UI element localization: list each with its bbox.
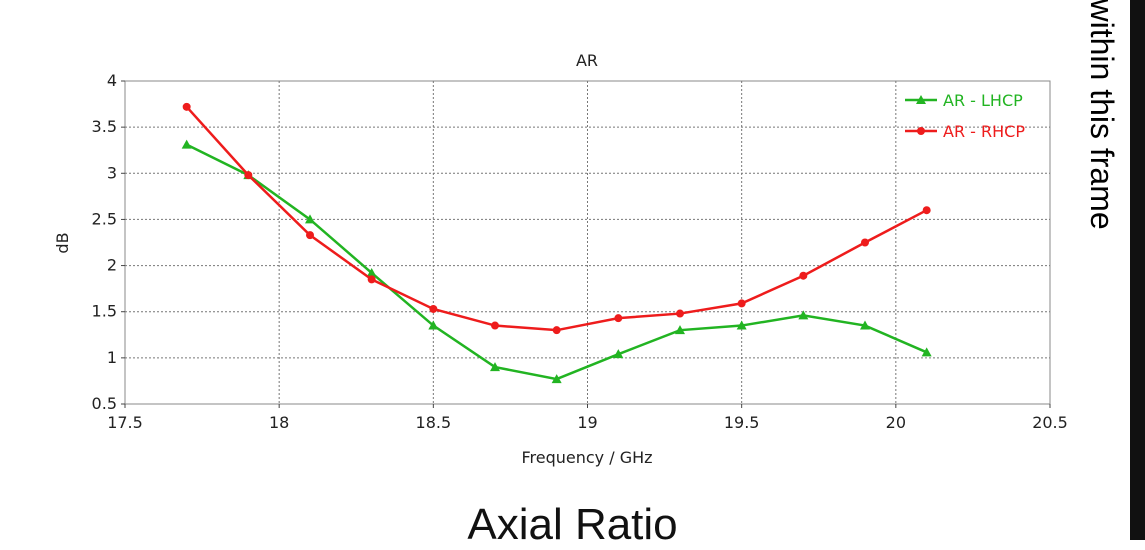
y-tick-label: 2 — [107, 256, 117, 275]
x-tick-label: 18 — [269, 413, 289, 432]
y-tick-label: 0.5 — [92, 394, 117, 413]
data-point-1 — [675, 325, 685, 335]
data-point-1 — [860, 320, 870, 330]
x-tick-label: 20 — [886, 413, 906, 432]
data-point-1 — [736, 320, 747, 330]
x-tick-label: 18.5 — [416, 413, 452, 432]
data-point-1 — [921, 347, 932, 357]
data-point-1 — [490, 362, 500, 372]
x-tick-label: 20.5 — [1032, 413, 1068, 432]
axial-ratio-chart: AR 17.5 18 18.5 19 19.5 20 20.5 0.5 1 1.5 2 2.5 3 3.5… — [53, 51, 1068, 467]
data-point-2 — [429, 304, 438, 313]
ticks: 17.5 18 18.5 19 19.5 20 20.5 0.5 1 1.5 2 2.5 3 3.5 4 — [92, 71, 1068, 432]
x-tick-label: 17.5 — [107, 413, 143, 432]
data-point-2 — [491, 321, 499, 330]
data-point-2 — [552, 326, 561, 335]
data-point-2 — [614, 314, 623, 323]
data-point-2 — [244, 171, 253, 180]
y-tick-label: 1 — [107, 348, 117, 367]
legend-marker-1 — [916, 95, 926, 104]
data-point-2 — [922, 206, 931, 215]
y-axis-label: dB — [53, 232, 72, 253]
data-point-2 — [737, 299, 746, 308]
data-point-2 — [861, 238, 869, 247]
data-point-1 — [613, 349, 624, 359]
data-point-2 — [799, 271, 808, 280]
data-point-2 — [306, 231, 314, 240]
legend: AR - LHCP AR - RHCP — [905, 91, 1025, 141]
y-tick-label: 3.5 — [92, 117, 117, 136]
data-point-1 — [305, 214, 315, 224]
y-tick-label: 4 — [107, 71, 117, 90]
data-point-2 — [367, 275, 376, 284]
data-point-1 — [798, 310, 809, 320]
data-point-1 — [181, 139, 192, 149]
data-point-2 — [676, 309, 684, 318]
series — [181, 102, 932, 384]
x-axis-label: Frequency / GHz — [521, 448, 652, 467]
grid — [125, 81, 1050, 404]
side-text: ges within this frame — [1084, 0, 1120, 230]
legend-label-2: AR - RHCP — [943, 122, 1025, 141]
legend-marker-2 — [917, 127, 925, 135]
data-point-1 — [428, 320, 439, 330]
x-tick-label: 19 — [577, 413, 597, 432]
frame-edge-bar — [1130, 0, 1145, 540]
chart-title: AR — [576, 51, 598, 70]
y-tick-label: 1.5 — [92, 302, 117, 321]
data-point-1 — [366, 267, 377, 277]
legend-label-1: AR - LHCP — [943, 91, 1023, 110]
y-tick-label: 2.5 — [92, 209, 117, 228]
data-point-2 — [182, 102, 191, 111]
x-tick-label: 19.5 — [724, 413, 760, 432]
y-tick-label: 3 — [107, 163, 117, 182]
caption: Axial Ratio — [467, 500, 678, 549]
data-point-1 — [551, 374, 562, 384]
